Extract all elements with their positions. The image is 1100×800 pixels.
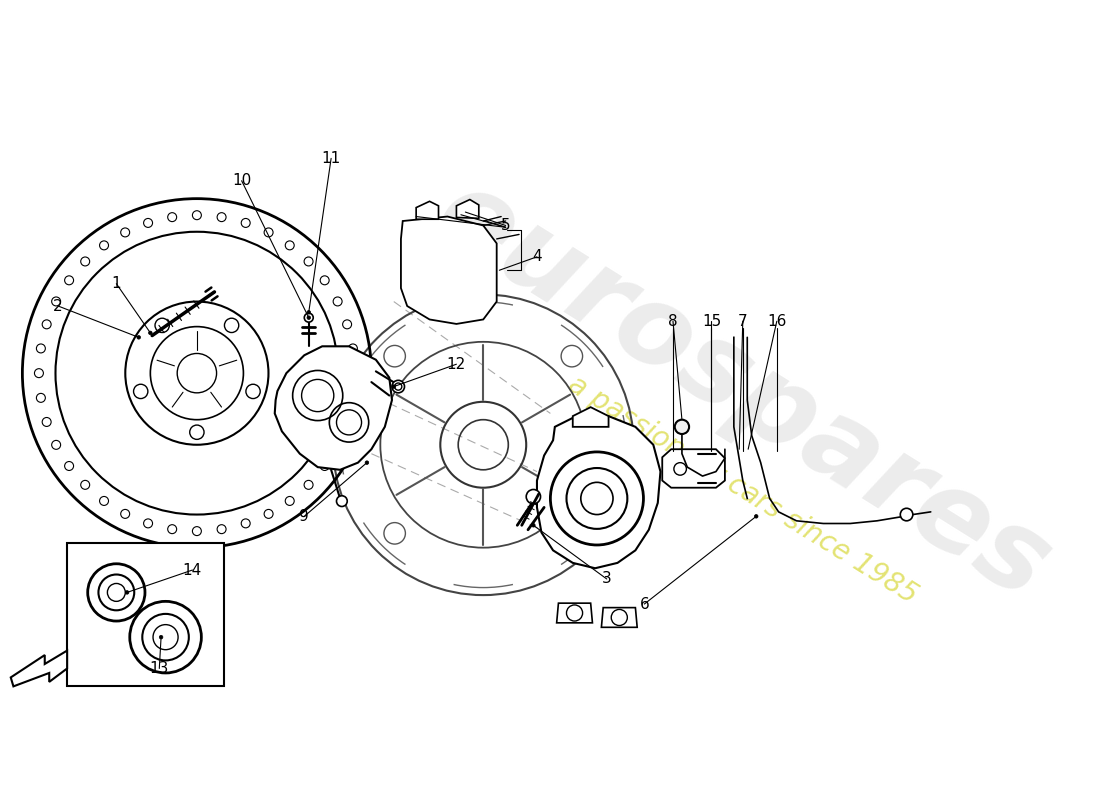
Text: 3: 3 (602, 571, 612, 586)
Text: 6: 6 (639, 597, 649, 611)
Text: 7: 7 (738, 314, 748, 329)
Text: 8: 8 (668, 314, 678, 329)
Circle shape (307, 310, 310, 314)
Circle shape (148, 331, 152, 334)
Text: eurospares: eurospares (417, 159, 1069, 622)
Circle shape (674, 420, 689, 434)
Text: 13: 13 (150, 661, 169, 676)
Polygon shape (557, 603, 593, 623)
Text: 11: 11 (321, 151, 341, 166)
Text: 10: 10 (232, 174, 251, 188)
Text: a passion for cars since 1985: a passion for cars since 1985 (563, 370, 923, 609)
Polygon shape (11, 650, 67, 686)
Text: 9: 9 (299, 509, 309, 524)
Circle shape (900, 508, 913, 521)
Circle shape (365, 461, 369, 465)
Text: 15: 15 (702, 314, 722, 329)
Circle shape (337, 496, 348, 506)
Polygon shape (573, 407, 608, 427)
Circle shape (392, 385, 396, 388)
Polygon shape (275, 346, 392, 470)
Polygon shape (400, 217, 497, 324)
Circle shape (526, 490, 540, 504)
Text: 14: 14 (183, 562, 202, 578)
Circle shape (395, 383, 402, 390)
Circle shape (531, 523, 536, 527)
Text: 5: 5 (500, 218, 510, 233)
Text: 16: 16 (767, 314, 786, 329)
Polygon shape (662, 450, 725, 488)
Circle shape (160, 635, 163, 639)
FancyBboxPatch shape (67, 543, 223, 686)
Text: 12: 12 (447, 357, 466, 372)
Circle shape (136, 335, 141, 339)
Polygon shape (602, 608, 637, 627)
Text: 2: 2 (54, 298, 63, 314)
Polygon shape (456, 199, 478, 218)
Circle shape (755, 514, 758, 518)
Circle shape (305, 313, 314, 322)
Circle shape (307, 316, 310, 319)
Polygon shape (537, 414, 660, 568)
Circle shape (125, 590, 129, 594)
Circle shape (392, 380, 405, 393)
Polygon shape (416, 202, 439, 219)
Text: 1: 1 (111, 276, 121, 291)
Text: 4: 4 (532, 250, 542, 264)
